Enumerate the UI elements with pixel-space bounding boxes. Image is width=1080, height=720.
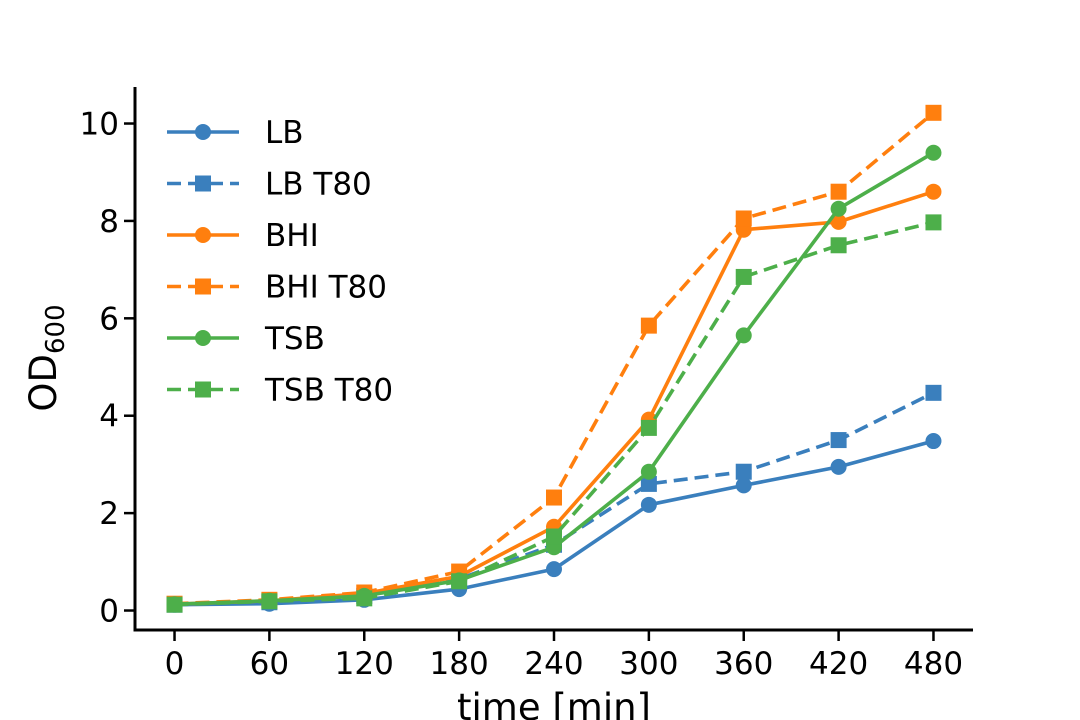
data-point-bhi-420: [830, 213, 847, 230]
data-point-bhi-t80-240: [546, 489, 562, 506]
data-point-bhi-t80-300: [640, 317, 657, 334]
data-point-lb-240: [546, 561, 562, 578]
data-point-bhi-t80-480: [925, 104, 942, 121]
x-tick-label-360: 360: [714, 646, 773, 682]
series-tsb-t80: [166, 214, 942, 613]
data-point-bhi-480: [925, 183, 942, 200]
legend-marker-bhi-t80: [195, 278, 211, 295]
data-point-tsb-t80-240: [546, 528, 562, 545]
y-axis-label-sub: 600: [41, 304, 71, 354]
y-tick-label-0: 0: [99, 594, 119, 630]
legend-marker-lb-t80: [195, 175, 211, 192]
legend: LB LB T80 BHI BHI T80 TSB TSB T80: [167, 115, 393, 409]
legend-marker-tsb-t80: [195, 381, 211, 398]
legend-label-tsb: TSB: [264, 321, 325, 357]
data-point-lb-t80-360: [735, 463, 752, 480]
data-point-lb-360: [735, 477, 752, 494]
data-point-bhi-t80-420: [830, 183, 847, 200]
series-layer: [166, 104, 942, 613]
legend-label-bhi: BHI: [265, 218, 319, 254]
data-point-tsb-t80-60: [261, 593, 278, 610]
data-point-tsb-t80-480: [925, 214, 942, 231]
data-point-lb-t80-480: [925, 384, 942, 401]
data-point-lb-t80-420: [830, 432, 847, 449]
legend-label-lb: LB: [265, 115, 304, 151]
x-axis-label: time [min]: [457, 686, 651, 720]
legend-label-lb-t80: LB T80: [265, 167, 372, 203]
data-point-tsb-t80-420: [830, 237, 847, 254]
legend-entry-bhi: BHI: [167, 218, 319, 254]
legend-label-bhi-t80: BHI T80: [265, 270, 387, 306]
data-point-tsb-t80-0: [166, 596, 183, 613]
data-point-bhi-t80-360: [735, 210, 752, 227]
x-tick-label-120: 120: [335, 646, 394, 682]
x-tick-label-180: 180: [430, 646, 489, 682]
x-tick-label-0: 0: [165, 646, 185, 682]
legend-entry-bhi-t80: BHI T80: [167, 270, 387, 306]
y-ticks: 0 2 4 6 8 10: [80, 107, 135, 630]
x-tick-label-420: 420: [809, 646, 868, 682]
data-point-tsb-420: [830, 200, 847, 217]
legend-entry-tsb: TSB: [167, 321, 325, 357]
legend-entry-tsb-t80: TSB T80: [167, 373, 393, 409]
legend-entry-lb: LB: [167, 115, 304, 151]
data-point-lb-t80-300: [640, 475, 657, 492]
legend-marker-bhi: [195, 227, 211, 243]
legend-entry-lb-t80: LB T80: [167, 167, 372, 203]
x-tick-label-60: 60: [250, 646, 289, 682]
data-point-tsb-300: [640, 463, 657, 480]
legend-marker-lb: [195, 124, 211, 140]
y-tick-label-4: 4: [99, 399, 119, 435]
y-tick-label-10: 10: [80, 107, 119, 143]
x-ticks: 0 60 120 180 240 300 360 420 480: [165, 630, 963, 682]
y-axis-label-main: OD: [22, 354, 65, 412]
x-tick-label-240: 240: [524, 646, 583, 682]
legend-label-tsb-t80: TSB T80: [264, 373, 393, 409]
x-tick-label-300: 300: [619, 646, 678, 682]
data-point-lb-300: [640, 496, 657, 513]
data-point-tsb-t80-360: [735, 268, 752, 285]
data-point-tsb-480: [925, 144, 942, 161]
data-point-lb-420: [830, 458, 847, 475]
data-point-lb-480: [925, 433, 942, 450]
data-point-tsb-360: [735, 327, 752, 344]
y-tick-label-8: 8: [99, 204, 119, 240]
data-point-tsb-t80-120: [356, 590, 373, 607]
y-tick-label-2: 2: [99, 496, 119, 532]
y-axis-label: OD600: [22, 304, 71, 411]
x-tick-label-480: 480: [904, 646, 963, 682]
data-point-tsb-t80-180: [451, 573, 468, 590]
legend-marker-tsb: [195, 330, 211, 346]
data-point-tsb-t80-300: [640, 419, 657, 436]
y-tick-label-6: 6: [99, 301, 119, 337]
